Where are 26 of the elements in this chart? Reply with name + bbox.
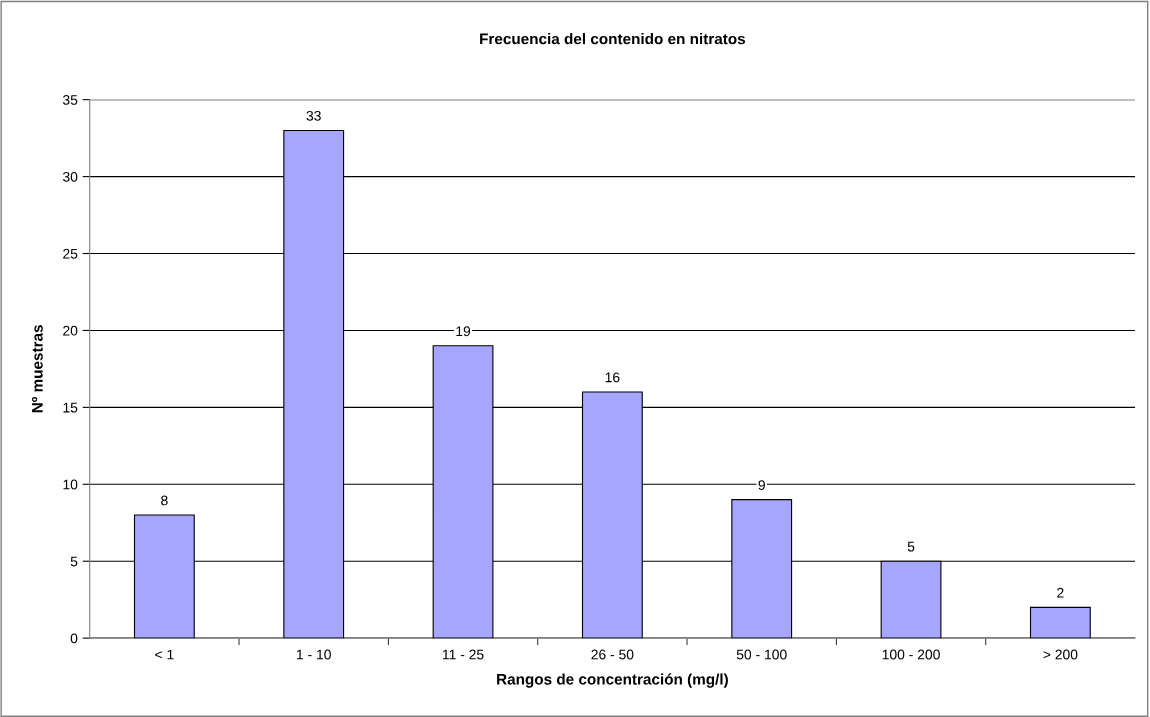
data-label: 9 — [758, 480, 765, 490]
y-tick-label: 5 — [70, 556, 78, 567]
y-tick-label: 20 — [63, 325, 78, 336]
data-label: 8 — [161, 495, 168, 506]
data-label: 33 — [306, 110, 321, 121]
y-tick-label: 10 — [63, 479, 78, 490]
y-axis-title: Nº muestras — [32, 325, 43, 413]
x-tick-label: 1 - 10 — [297, 649, 331, 660]
x-tick-label: < 1 — [155, 649, 174, 660]
x-tick-label: > 200 — [1043, 649, 1078, 660]
x-tick-label: 100 - 200 — [882, 649, 940, 660]
y-tick-label: 15 — [63, 402, 78, 413]
x-tick-label: 26 - 50 — [591, 649, 634, 660]
x-tick-label: 50 - 100 — [736, 649, 787, 660]
data-label: 2 — [1057, 587, 1064, 598]
x-tick-label: 11 - 25 — [442, 649, 484, 660]
x-axis-title: Rangos de concentración (mg/l) — [497, 673, 728, 688]
data-label: 5 — [907, 541, 915, 552]
y-tick-label: 0 — [70, 633, 78, 644]
y-tick-label: 25 — [63, 248, 78, 259]
y-tick-label: 35 — [62, 95, 78, 105]
y-tick-label: 30 — [62, 171, 78, 182]
data-label: 19 — [456, 326, 471, 337]
bar — [1029, 606, 1091, 639]
data-label: 16 — [605, 372, 620, 383]
chart-title: Frecuencia del contenido en nitratos — [480, 33, 746, 45]
